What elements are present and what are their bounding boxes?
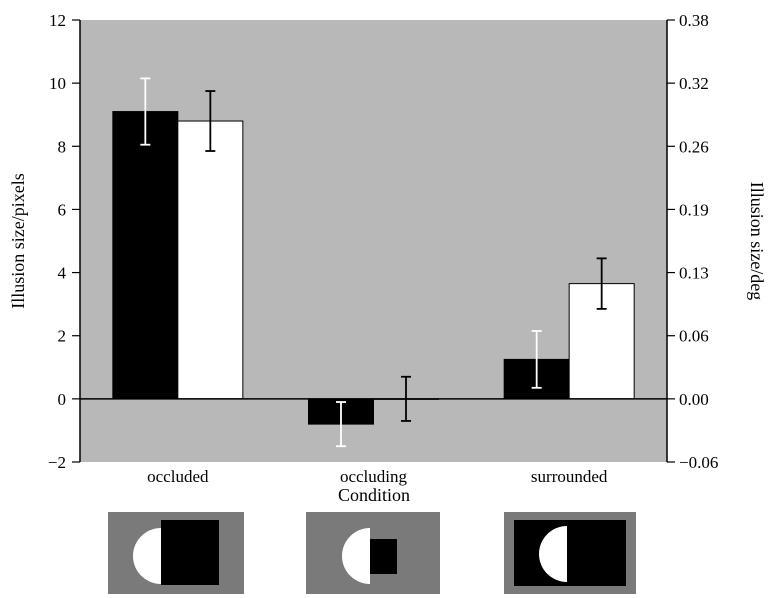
category-label: surrounded [531,467,608,486]
left-tick-label: 8 [58,137,67,156]
right-tick-label: 0.13 [679,264,709,283]
error-bar-occluded-series-2 [205,90,216,152]
right-tick-label: 0.06 [679,327,709,346]
y-axis-title-right: Illusion size/deg [747,182,767,300]
stimulus-icon-occluding [306,512,440,594]
x-axis-title: Condition [338,485,410,505]
left-tick-label: 4 [58,264,67,283]
right-tick-label: 0.32 [679,74,709,93]
right-tick-label: −0.06 [679,453,718,472]
error-bar-occluding-series-1 [336,401,346,448]
right-tick-label: 0.19 [679,200,709,219]
error-bars-group [140,77,607,448]
left-tick-label: 0 [58,390,67,409]
y-axis-title-left: Illusion size/pixels [8,173,28,308]
half-disk-shape [539,526,567,582]
error-bar-surrounded-series-1 [531,330,542,389]
bars-group [112,111,635,425]
right-tick-label: 0.38 [679,11,709,30]
occluder-square [161,520,219,585]
left-tick-label: 12 [49,11,66,30]
surround-rect [514,520,626,586]
right-tick-label: 0.26 [679,137,709,156]
error-bar-occluded-series-1 [140,77,151,146]
left-tick-label: 10 [49,74,66,93]
stimulus-icon-surrounded [504,512,636,594]
right-tick-label: 0.00 [679,390,709,409]
bar-occluded-series-1 [112,111,179,400]
half-disk-shape [342,528,370,584]
stimulus-icon-occluded [108,512,244,594]
bar-occluded-series-2 [177,120,244,400]
left-ticks: −2 0 2 4 6 8 10 12 [48,11,80,472]
right-ticks: −0.06 0.00 0.06 0.13 0.19 0.26 0.32 0.38 [667,11,718,472]
occluder-square [370,539,397,574]
left-tick-label: −2 [48,453,66,472]
left-tick-label: 6 [58,200,67,219]
error-bar-surrounded-series-2 [596,257,607,310]
category-label: occluding [340,467,408,486]
left-tick-label: 2 [58,327,67,346]
category-labels: occluded occluding surrounded [147,467,608,486]
half-disk-shape [133,528,161,584]
category-label: occluded [147,467,209,486]
